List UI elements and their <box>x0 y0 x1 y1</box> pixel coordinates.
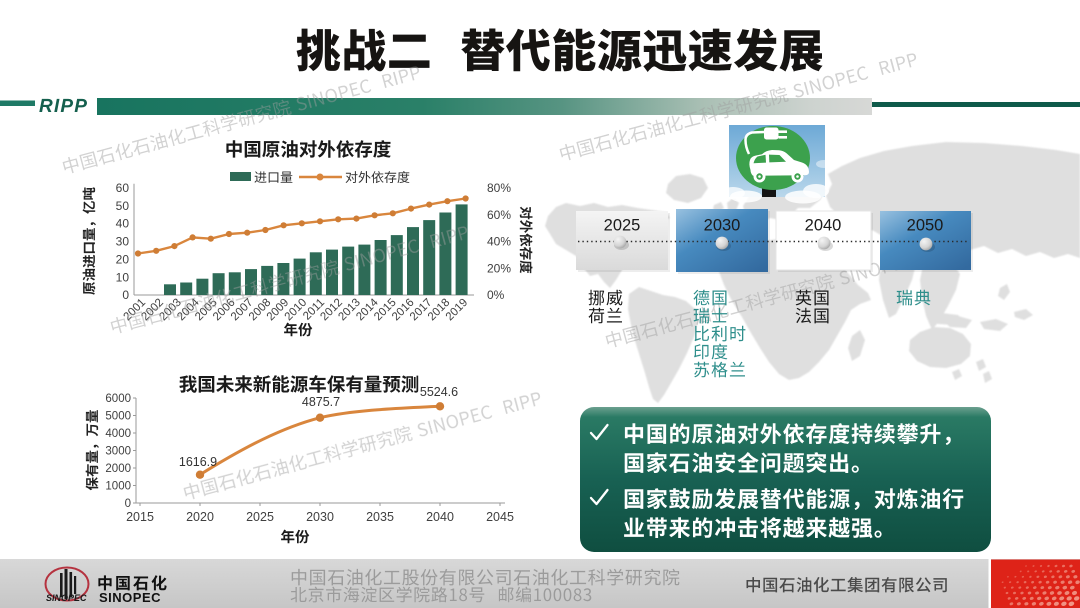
svg-text:0: 0 <box>125 498 131 510</box>
svg-text:2025: 2025 <box>604 217 641 235</box>
svg-text:50: 50 <box>116 199 130 213</box>
svg-text:30: 30 <box>116 235 130 249</box>
svg-text:2000: 2000 <box>105 463 131 475</box>
svg-text:80%: 80% <box>487 181 511 195</box>
svg-text:5524.6: 5524.6 <box>420 385 458 399</box>
svg-text:1616.9: 1616.9 <box>179 455 217 469</box>
svg-text:5000: 5000 <box>105 411 131 423</box>
svg-text:40%: 40% <box>487 235 511 249</box>
svg-text:20: 20 <box>116 252 130 266</box>
svg-text:SINOPEC: SINOPEC <box>99 590 161 605</box>
svg-text:4875.7: 4875.7 <box>302 395 340 409</box>
svg-text:20%: 20% <box>487 261 511 275</box>
svg-text:60%: 60% <box>487 208 511 222</box>
svg-text:0%: 0% <box>487 288 505 302</box>
svg-text:60: 60 <box>116 181 130 195</box>
svg-text:0: 0 <box>122 288 129 302</box>
svg-text:3000: 3000 <box>105 446 131 458</box>
svg-text:40: 40 <box>116 217 130 231</box>
svg-text:2040: 2040 <box>426 510 454 524</box>
svg-text:SINOPEC: SINOPEC <box>46 593 87 603</box>
svg-text:2045: 2045 <box>486 510 514 524</box>
svg-text:1000: 1000 <box>105 481 131 493</box>
svg-text:2015: 2015 <box>126 510 154 524</box>
svg-text:2040: 2040 <box>805 217 842 235</box>
svg-text:2020: 2020 <box>186 510 214 524</box>
svg-text:2025: 2025 <box>246 510 274 524</box>
svg-text:2035: 2035 <box>366 510 394 524</box>
svg-text:4000: 4000 <box>105 428 131 440</box>
svg-text:6000: 6000 <box>105 393 131 405</box>
svg-text:2030: 2030 <box>306 510 334 524</box>
svg-text:2030: 2030 <box>704 217 741 235</box>
svg-text:2050: 2050 <box>907 217 944 235</box>
svg-text:10: 10 <box>116 270 130 284</box>
